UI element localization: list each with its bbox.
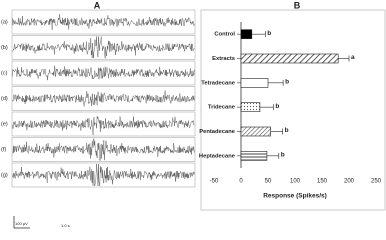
- x-tick-label: 100: [290, 179, 301, 185]
- x-tick-label: 250: [371, 179, 382, 185]
- trace: [13, 37, 195, 59]
- scale-label: 1.0 s: [61, 223, 70, 228]
- bar: [241, 151, 267, 160]
- panel-label: B: [294, 0, 301, 10]
- figure: A B 100 µV 1.0 s (a) (b) (c) (d) (e) (f) (g) -5…: [0, 0, 386, 233]
- bar: [241, 127, 271, 136]
- trace-label: (f): [1, 147, 6, 153]
- annotation: a: [351, 54, 355, 61]
- x-tick-label: -50: [210, 179, 219, 185]
- bar: [241, 78, 268, 87]
- panel-label: A: [94, 0, 101, 10]
- trace: [13, 14, 195, 30]
- annotation: b: [281, 152, 285, 159]
- y-tick-label: Heptadecane: [199, 153, 236, 159]
- trace: [13, 116, 195, 135]
- trace-label: (b): [1, 45, 8, 51]
- x-tick-label: 0: [239, 179, 243, 185]
- x-tick-label: 200: [344, 179, 355, 185]
- trace-label: (d): [1, 96, 8, 102]
- trace-label: (g): [1, 172, 8, 178]
- y-tick-label: Tridecane: [208, 105, 236, 111]
- y-tick-label: Pentadecane: [199, 129, 236, 135]
- y-tick-label: Tetradecane: [201, 80, 235, 86]
- bar: [241, 30, 252, 39]
- trace: [13, 164, 195, 186]
- x-tick-label: 50: [265, 179, 272, 185]
- annotation: b: [267, 30, 271, 37]
- trace: [13, 139, 195, 161]
- annotation: b: [275, 103, 279, 110]
- scale-label: 100 µV: [15, 221, 28, 226]
- trace-label: (c): [1, 70, 8, 76]
- y-tick-label: Control: [214, 32, 235, 38]
- trace-label: (a): [1, 19, 8, 25]
- bar: [241, 103, 260, 112]
- trace-label: (e): [1, 121, 8, 127]
- annotation: b: [285, 127, 289, 134]
- x-tick-label: 150: [317, 179, 328, 185]
- x-axis-label: Response (Spikes/s): [263, 193, 327, 200]
- y-tick-label: Extracts: [212, 56, 235, 62]
- bar: [241, 54, 338, 63]
- trace: [13, 91, 195, 107]
- trace: [13, 66, 195, 80]
- annotation: b: [285, 79, 289, 86]
